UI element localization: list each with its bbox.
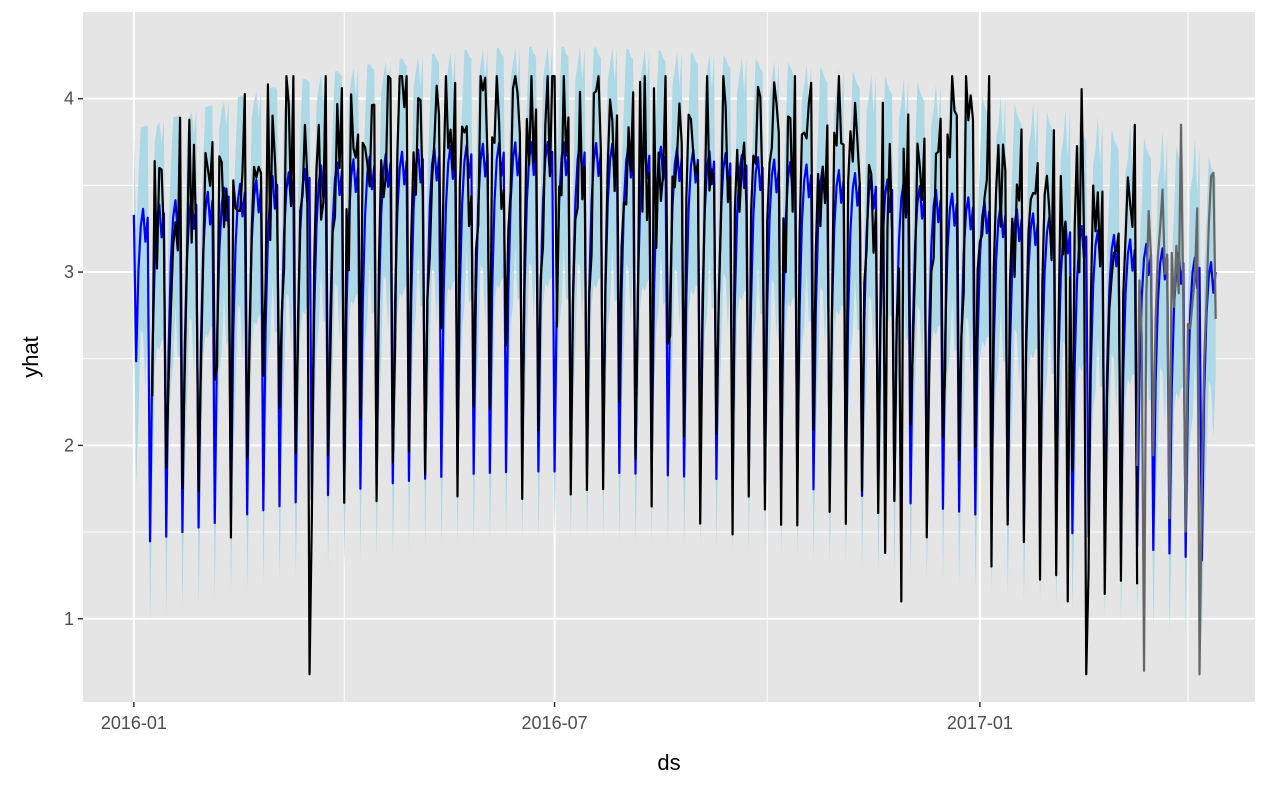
x-tick-label: 2016-07: [522, 713, 588, 733]
y-tick-label: 4: [64, 89, 74, 109]
x-tick-label: 2017-01: [947, 713, 1013, 733]
observed-line-layer: [151, 75, 1139, 676]
observed-line: [151, 75, 1139, 676]
y-tick-label: 1: [64, 609, 74, 629]
holdout-line: [1136, 123, 1217, 676]
y-tick-label: 3: [64, 262, 74, 282]
x-tick-label: 2016-01: [101, 713, 167, 733]
y-tick-label: 2: [64, 435, 74, 455]
y-axis-ticks: 1 2 3 4: [64, 89, 83, 629]
x-axis-title: ds: [657, 750, 680, 775]
uncertainty-band-layer: [133, 46, 1216, 642]
holdout-line-layer: [1136, 123, 1217, 676]
y-axis-title: yhat: [18, 336, 43, 378]
uncertainty-band: [133, 46, 1216, 642]
x-axis-ticks: 2016-01 2016-07 2017-01: [101, 702, 1013, 733]
